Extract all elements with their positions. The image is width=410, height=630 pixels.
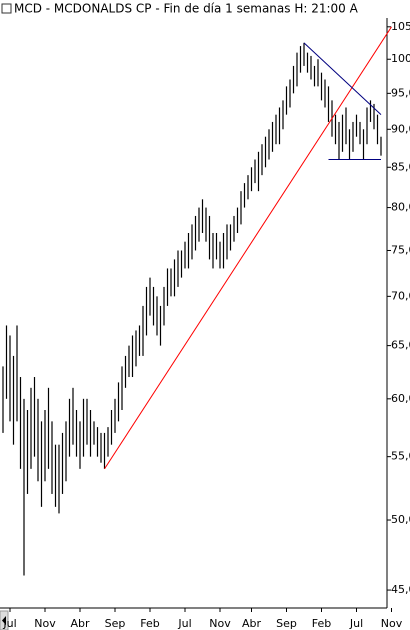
x-tick-label: Abr	[70, 617, 90, 630]
x-tick-label: Nov	[209, 617, 231, 630]
y-tick-label: 80,0	[391, 201, 410, 214]
title-icon	[1, 3, 12, 14]
y-tick-label: 100,0	[391, 52, 410, 65]
x-tick-label: Nov	[381, 617, 403, 630]
y-tick-label: 85,0	[391, 160, 410, 173]
y-tick-label: 70,0	[391, 289, 410, 302]
x-tick-label: Feb	[312, 617, 331, 630]
x-tick-label: Feb	[140, 617, 159, 630]
trend-line	[303, 42, 382, 116]
y-tick-label: 50,0	[391, 513, 410, 526]
x-tick-label: Jul	[177, 617, 191, 630]
x-tick-label: Abr	[242, 617, 262, 630]
x-tick-label: Sep	[105, 617, 126, 630]
scroll-arrow	[2, 616, 6, 625]
trend-line	[104, 26, 392, 470]
chart-title: MCD - MCDONALDS CP - Fin de día 1 semana…	[14, 2, 359, 16]
x-tick-label: Jul	[349, 617, 363, 630]
y-tick-label: 75,0	[391, 243, 410, 256]
y-tick-label: 65,0	[391, 339, 410, 352]
x-tick-label: Jul	[2, 617, 16, 630]
y-tick-label: 105,0	[391, 20, 410, 33]
y-tick-label: 60,0	[391, 392, 410, 405]
y-tick-label: 55,0	[391, 450, 410, 463]
y-tick-label: 95,0	[391, 86, 410, 99]
x-tick-label: Sep	[276, 617, 297, 630]
x-tick-label: Nov	[34, 617, 56, 630]
y-tick-label: 45,0	[391, 583, 410, 596]
y-tick-label: 90,0	[391, 122, 410, 135]
